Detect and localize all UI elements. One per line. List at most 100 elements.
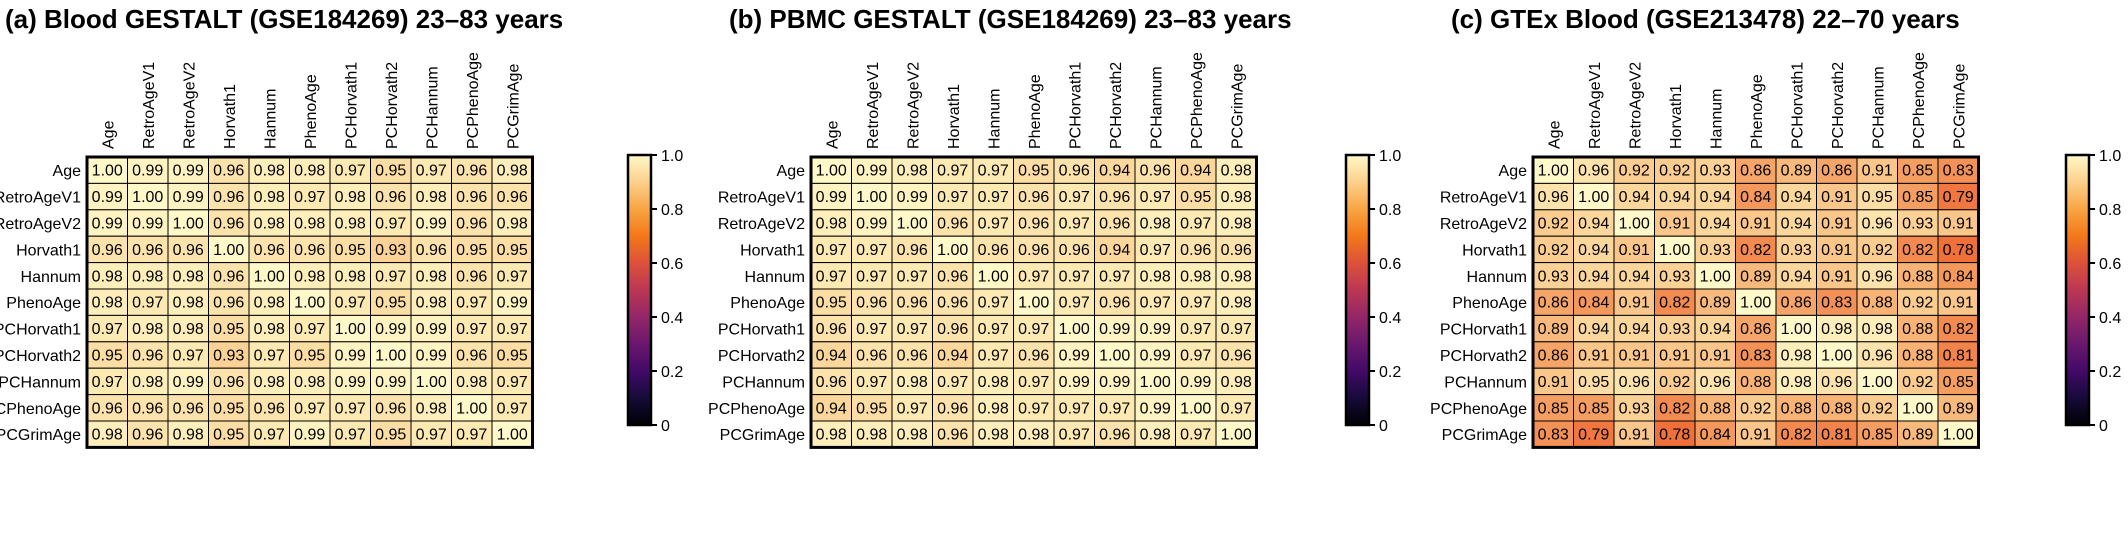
- heatmap-cell: [1897, 367, 1939, 396]
- cell-value-label: 0.86: [1740, 321, 1771, 338]
- heatmap-cell: [1532, 314, 1574, 343]
- cell-value-label: 0.97: [856, 374, 887, 391]
- cell-value-label: 0.99: [856, 163, 887, 180]
- cell-value-label: 0.98: [92, 427, 123, 444]
- cell-value-label: 0.97: [1221, 400, 1252, 417]
- row-label: PCHannum: [0, 374, 81, 391]
- row-label: PhenoAge: [730, 295, 805, 312]
- cell-value-label: 0.96: [1059, 242, 1090, 259]
- cell-value-label: 0.93: [1902, 216, 1933, 233]
- heatmap-cell: [1215, 314, 1257, 343]
- cell-value-label: 0.98: [1221, 374, 1252, 391]
- heatmap-cell: [1215, 156, 1257, 184]
- cell-value-label: 0.98: [294, 216, 325, 233]
- heatmap-cell: [1694, 235, 1736, 264]
- row-label: Hannum: [1467, 269, 1527, 286]
- heatmap-cell: [248, 209, 290, 237]
- heatmap-cell: [851, 209, 893, 237]
- heatmap-cell: [972, 367, 1014, 396]
- cell-value-label: 0.97: [856, 321, 887, 338]
- cell-value-label: 0.97: [816, 242, 847, 259]
- cell-value-label: 0.78: [1943, 242, 1974, 259]
- heatmap-cell: [1816, 182, 1858, 211]
- cell-value-label: 0.99: [173, 163, 204, 180]
- cell-value-label: 0.91: [1659, 216, 1690, 233]
- cell-value-label: 0.98: [416, 268, 447, 285]
- heatmap-cell: [410, 235, 452, 264]
- cell-value-label: 0.95: [856, 400, 887, 417]
- cell-value-label: 0.84: [1943, 268, 1974, 285]
- heatmap-cell: [1175, 341, 1217, 369]
- cell-value-label: 0.91: [1700, 348, 1731, 365]
- cell-value-label: 0.89: [1740, 268, 1771, 285]
- heatmap-cell: [1775, 235, 1817, 264]
- heatmap-cell: [1694, 420, 1736, 448]
- column-label: PCPhenoAge: [1189, 52, 1206, 149]
- cell-value-label: 0.98: [1221, 295, 1252, 312]
- heatmap-cell: [1013, 288, 1055, 316]
- cell-value-label: 0.92: [1862, 242, 1893, 259]
- cell-value-label: 0.96: [1862, 268, 1893, 285]
- heatmap-cell: [932, 209, 974, 237]
- heatmap-cell: [1053, 209, 1095, 237]
- heatmap-cell: [329, 262, 371, 290]
- cell-value-label: 0.99: [92, 216, 123, 233]
- heatmap-cell: [1532, 420, 1574, 448]
- cell-value-label: 1.00: [1740, 295, 1771, 312]
- cell-value-label: 0.91: [1821, 216, 1852, 233]
- cell-value-label: 0.93: [1619, 400, 1650, 417]
- heatmap-cell: [208, 288, 250, 316]
- cell-value-label: 0.85: [1578, 400, 1609, 417]
- column-label: RetroAgeV2: [181, 62, 198, 149]
- cell-value-label: 0.79: [1578, 427, 1609, 444]
- cell-value-label: 0.92: [1538, 242, 1569, 259]
- cell-value-label: 0.98: [173, 321, 204, 338]
- heatmap-cell: [1816, 420, 1858, 448]
- cell-value-label: 0.98: [1221, 268, 1252, 285]
- row-label: Age: [53, 163, 82, 180]
- heatmap-cell: [1856, 262, 1898, 290]
- heatmap-cell: [1856, 341, 1898, 369]
- heatmap-cell: [1816, 235, 1858, 264]
- cell-value-label: 0.96: [1018, 216, 1049, 233]
- heatmap-cell: [1573, 235, 1615, 264]
- heatmap-cell: [329, 314, 371, 343]
- cell-value-label: 1.00: [294, 295, 325, 312]
- heatmap-cell: [972, 209, 1014, 237]
- cell-value-label: 0.97: [173, 348, 204, 365]
- cell-value-label: 0.94: [816, 400, 847, 417]
- cell-value-label: 0.85: [1902, 189, 1933, 206]
- cell-value-label: 0.96: [254, 242, 285, 259]
- cell-value-label: 0.95: [816, 295, 847, 312]
- column-label: PCHannum: [1148, 66, 1165, 149]
- cell-value-label: 0.96: [1099, 216, 1130, 233]
- cell-value-label: 0.89: [1700, 295, 1731, 312]
- heatmap-cell: [370, 156, 412, 184]
- cell-value-label: 0.94: [1578, 268, 1609, 285]
- column-label: Age: [824, 120, 841, 149]
- cell-value-label: 0.82: [1659, 295, 1690, 312]
- heatmap-cell: [1094, 314, 1136, 343]
- row-label: Age: [777, 163, 806, 180]
- cell-value-label: 0.97: [978, 348, 1009, 365]
- column-label: RetroAgeV2: [905, 62, 922, 149]
- heatmap-cell: [86, 209, 128, 237]
- column-label: RetroAgeV2: [1627, 62, 1644, 149]
- cell-value-label: 0.98: [416, 400, 447, 417]
- cell-value-label: 0.97: [456, 295, 487, 312]
- cell-value-label: 0.99: [173, 189, 204, 206]
- column-label: Age: [1546, 120, 1563, 149]
- heatmap-cell: [1215, 420, 1257, 448]
- column-label: PhenoAge: [1027, 74, 1044, 149]
- row-label: Hannum: [21, 269, 81, 286]
- heatmap-cell: [127, 156, 169, 184]
- heatmap-cell: [86, 341, 128, 369]
- cell-value-label: 1.00: [1862, 374, 1893, 391]
- heatmap-cell: [1654, 341, 1696, 369]
- cell-value-label: 0.97: [92, 374, 123, 391]
- heatmap-cell: [167, 367, 209, 396]
- panel-title: (b) PBMC GESTALT (GSE184269) 23–83 years: [729, 4, 1292, 34]
- cell-value-label: 0.95: [213, 427, 244, 444]
- cell-value-label: 0.92: [1902, 374, 1933, 391]
- cell-value-label: 0.99: [92, 189, 123, 206]
